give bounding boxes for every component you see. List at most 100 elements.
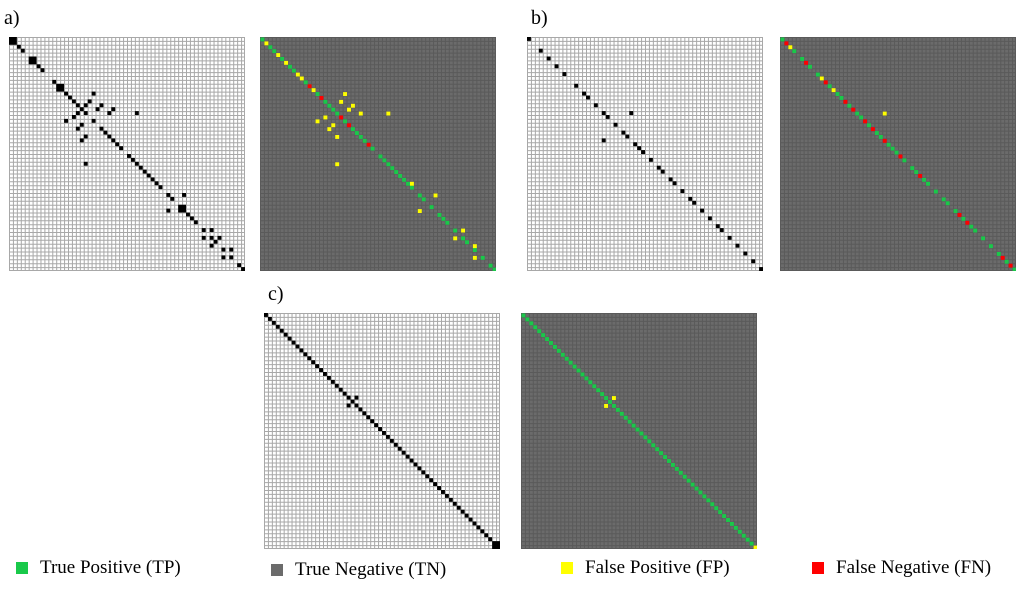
matrix-cell-filled [68, 95, 72, 100]
matrix-cell-tp [651, 443, 656, 448]
matrix-cell-filled [735, 243, 740, 248]
matrix-cell-tp [969, 224, 974, 229]
matrix-cell-fn [918, 174, 923, 178]
matrix-cell-tp [745, 537, 750, 542]
matrix-cell-filled [362, 411, 367, 416]
matrix-cell-tp [409, 185, 414, 190]
matrix-cell-tp [465, 240, 469, 245]
matrix-cell-tp [390, 166, 395, 171]
matrix-cell-fn [339, 115, 344, 120]
matrix-cell-tp [533, 325, 538, 330]
matrix-cell-fp [472, 244, 477, 249]
matrix-cell-filled [154, 181, 159, 186]
matrix-cell-tp [749, 541, 754, 546]
matrix-cell-fp [386, 111, 391, 116]
matrix-cell-tp [521, 313, 526, 318]
matrix-cell-filled [146, 173, 151, 178]
matrix-cell-filled [138, 165, 143, 170]
matrix-cell-filled [464, 513, 469, 518]
matrix-cell-tp [343, 119, 348, 124]
matrix-cell-filled [586, 95, 590, 100]
matrix-cell-filled [103, 130, 108, 135]
matrix-cell-fn [1000, 255, 1005, 260]
matrix-cell-fp [611, 396, 616, 401]
matrix-cell-filled [311, 360, 316, 365]
matrix-cell-tp [859, 115, 864, 120]
matrix-cell-fp [315, 119, 320, 124]
matrix-cell-filled [158, 185, 163, 190]
matrix-cell-tp [588, 380, 593, 385]
matrix-cell-tp [545, 337, 550, 342]
matrix-grid-lines [527, 37, 763, 271]
matrix-cell-tp [358, 135, 363, 139]
matrix-cell-tp [780, 37, 785, 42]
matrix-cell-filled [134, 161, 139, 166]
matrix-cell-tp [580, 372, 585, 377]
matrix-cell-filled [688, 196, 693, 201]
matrix-cell-filled [393, 442, 398, 447]
matrix-cell-tp [945, 201, 950, 206]
matrix-cell-filled [401, 450, 406, 455]
matrix-cell-filled [303, 352, 308, 357]
matrix-cell-filled [107, 134, 112, 139]
matrix-cell-tp [611, 403, 616, 408]
matrix-cell-tp [480, 255, 485, 260]
matrix-cell-tp [710, 502, 715, 507]
matrix-cell-filled [193, 220, 198, 225]
matrix-cell-filled [264, 313, 268, 317]
matrix-cell-filled [323, 372, 327, 376]
matrix-cell-tp [272, 49, 277, 54]
matrix-cell-tp [961, 216, 966, 221]
matrix-cell-filled [71, 115, 76, 119]
matrix-cell-filled [456, 505, 461, 510]
matrix-cell-fp [350, 103, 355, 108]
matrix-cell-filled [75, 126, 80, 131]
matrix-cell-filled [95, 107, 100, 112]
matrix-cell-filled [680, 189, 685, 193]
matrix-cell-filled [354, 403, 359, 408]
matrix-cell-filled [295, 344, 300, 349]
matrix-cell-filled [389, 438, 394, 443]
matrix-cell-filled [492, 541, 500, 549]
matrix-cell-tp [792, 49, 797, 54]
matrix-cell-filled [209, 243, 214, 248]
matrix-cell-tp [839, 96, 844, 100]
matrix-cell-fp [831, 88, 836, 93]
matrix-cell-tp [402, 177, 407, 182]
matrix-cell-filled [601, 138, 606, 143]
matrix-cell-tp [674, 466, 679, 471]
matrix-cell-tp [670, 462, 675, 467]
matrix-cell-filled [707, 216, 712, 221]
matrix-grid-lines [264, 313, 500, 549]
legend-label-tp: True Positive (TP) [40, 557, 181, 578]
matrix-cell-tp [541, 333, 546, 338]
matrix-cell-fp [347, 107, 351, 112]
matrix-cell-filled [201, 228, 206, 232]
matrix-cell-filled [397, 446, 402, 451]
matrix-cell-fn [882, 138, 887, 143]
matrix-cell-filled [660, 169, 665, 174]
legend-swatch-fp [561, 562, 573, 574]
matrix-cell-tp [722, 514, 727, 519]
matrix-cell-tp [461, 236, 466, 241]
matrix-cell-filled [83, 134, 88, 139]
matrix-cell-filled [527, 37, 531, 41]
matrix-cell-tp [315, 92, 320, 96]
legend-swatch-tp [16, 562, 28, 574]
legend-item-fp: False Positive (FP) [561, 557, 730, 579]
matrix-cell-filled [107, 111, 112, 115]
matrix-cell-filled [621, 130, 626, 135]
matrix-cell-tp [867, 123, 871, 128]
matrix-cell-filled [221, 247, 226, 252]
matrix-cell-tp [564, 356, 569, 361]
matrix-cell-fp [331, 123, 336, 128]
matrix-cell-tp [659, 451, 664, 456]
matrix-cell-fp [417, 209, 422, 213]
matrix-cell-filled [83, 103, 88, 108]
matrix-cell-filled [40, 68, 45, 73]
matrix-cell-filled [346, 395, 351, 400]
matrix-cell-tp [335, 111, 340, 116]
matrix-cell-tp [370, 146, 375, 151]
panel-label-a: a) [4, 7, 20, 29]
matrix-cell-filled [178, 204, 186, 213]
